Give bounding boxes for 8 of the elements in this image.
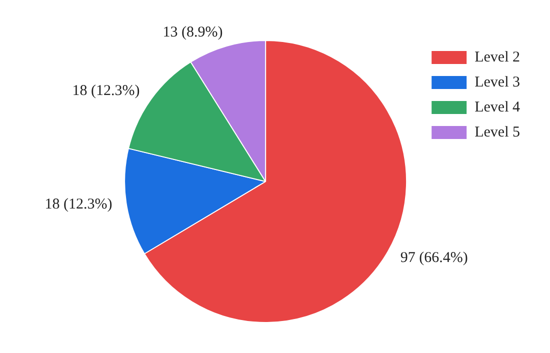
legend-label: Level 4 xyxy=(474,99,520,116)
data-label: 18 (12.3%) xyxy=(72,82,140,99)
legend-label: Level 2 xyxy=(474,49,520,66)
data-label: 18 (12.3%) xyxy=(44,196,112,213)
legend-label: Level 3 xyxy=(474,74,520,90)
data-label: 97 (66.4%) xyxy=(400,250,468,266)
legend-label: Level 5 xyxy=(474,124,520,140)
data-label: 13 (8.9%) xyxy=(162,24,223,40)
